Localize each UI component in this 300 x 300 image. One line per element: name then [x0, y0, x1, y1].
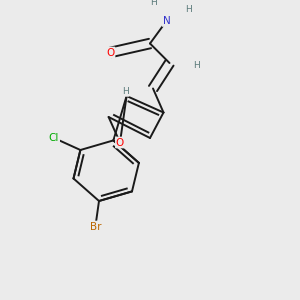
Text: N: N — [163, 16, 170, 26]
Text: H: H — [193, 61, 200, 70]
Text: Br: Br — [90, 221, 101, 232]
Text: O: O — [116, 137, 124, 148]
Text: O: O — [106, 47, 115, 58]
Text: H: H — [122, 87, 129, 96]
Text: H: H — [185, 5, 192, 14]
Text: H: H — [150, 0, 157, 7]
Text: Cl: Cl — [49, 133, 59, 143]
